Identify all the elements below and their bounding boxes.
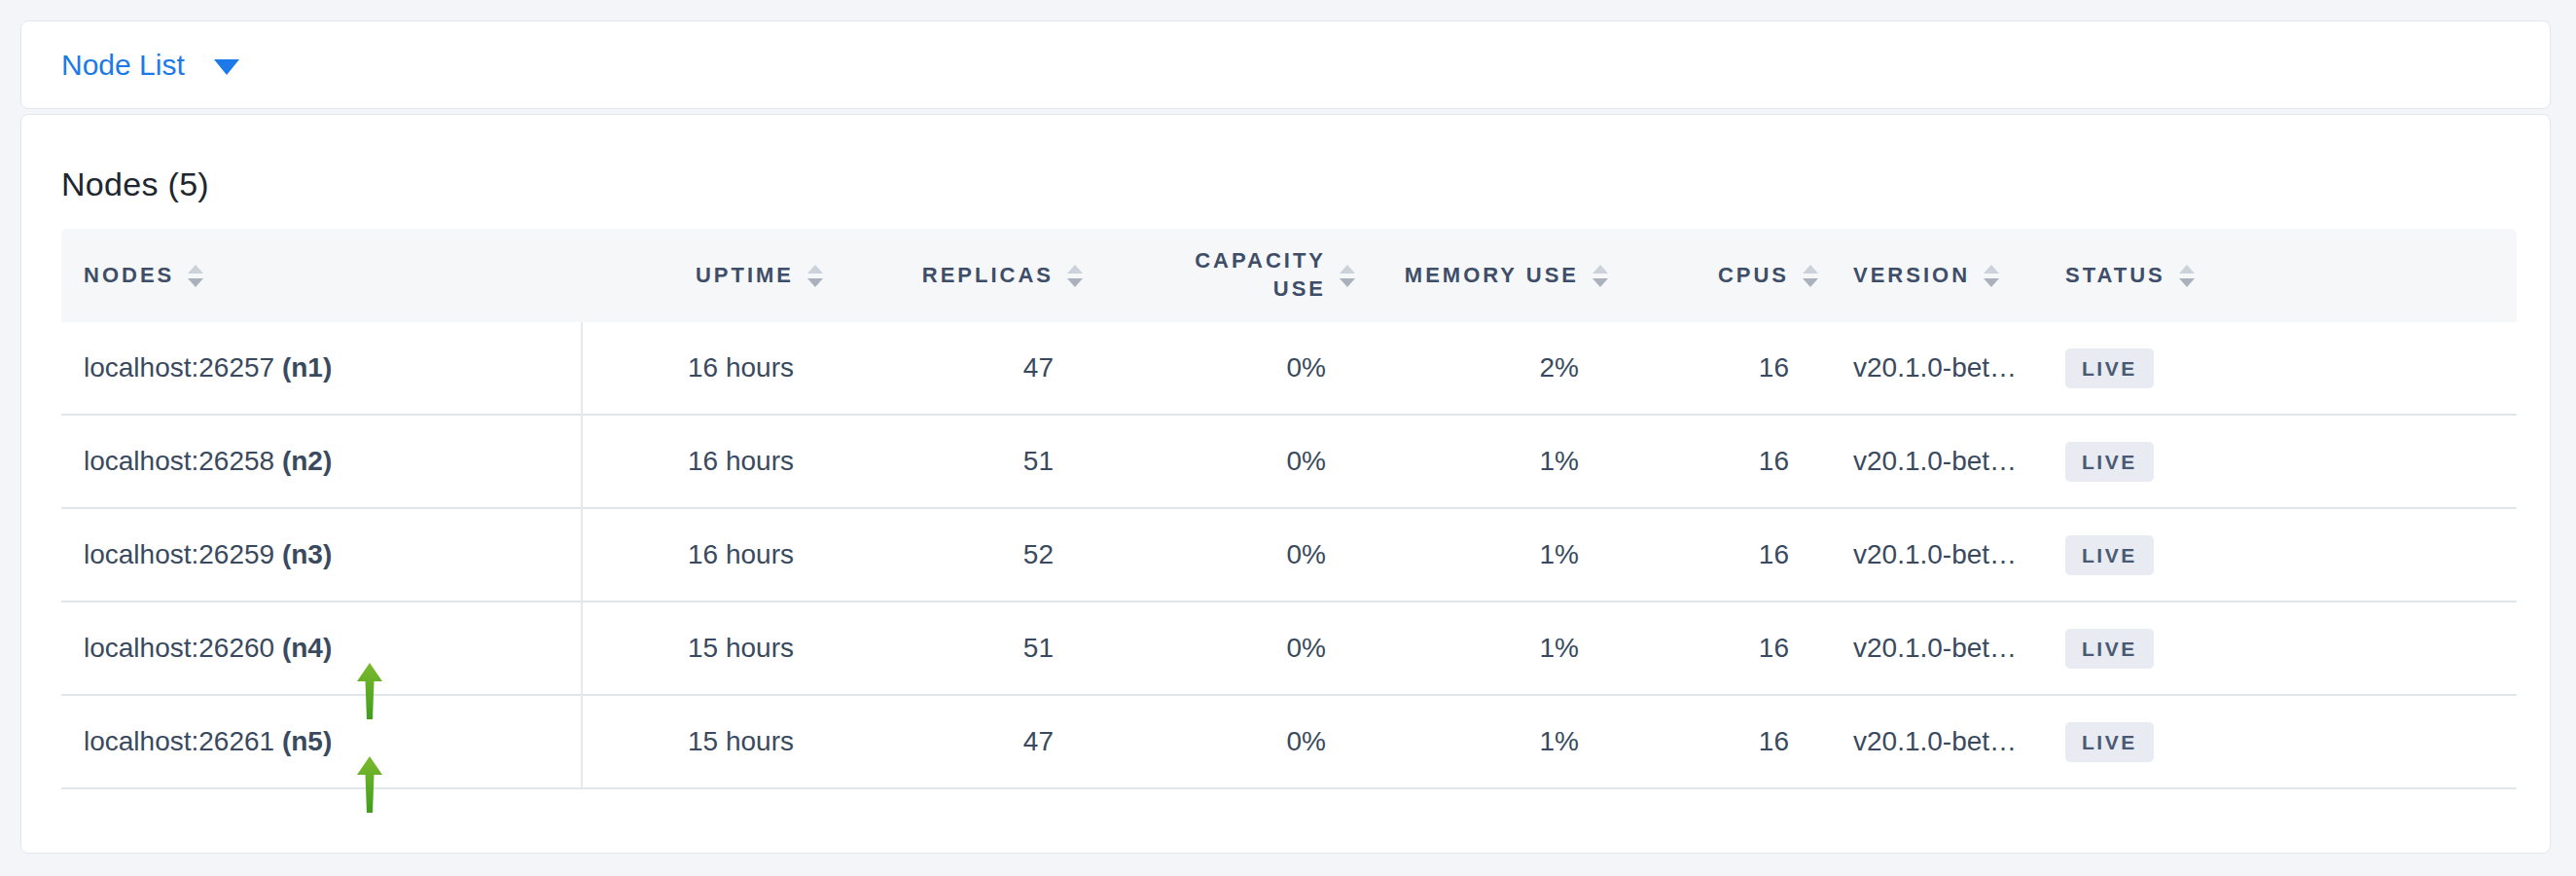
cpus-cell: 16 bbox=[1608, 696, 1818, 789]
uptime-cell: 16 hours bbox=[583, 416, 823, 509]
node-id: (n5) bbox=[282, 726, 332, 756]
status-cell: LIVE bbox=[2054, 416, 2517, 509]
status-badge: LIVE bbox=[2065, 442, 2154, 482]
table-row[interactable]: localhost:26260 (n4) 15 hours 51 bbox=[61, 602, 2517, 696]
column-header-status[interactable]: STATUS bbox=[2054, 229, 2517, 322]
memory-use-cell: 1% bbox=[1355, 416, 1608, 509]
node-id: (n1) bbox=[282, 352, 332, 383]
node-address: localhost:26258 bbox=[84, 446, 274, 476]
node-address: localhost:26261 bbox=[84, 726, 274, 756]
node-id: (n3) bbox=[282, 539, 332, 569]
column-header-version[interactable]: VERSION bbox=[1818, 229, 2054, 322]
column-header-uptime[interactable]: UPTIME bbox=[583, 229, 823, 322]
sort-arrows-icon[interactable] bbox=[1067, 265, 1083, 287]
sort-arrows-icon[interactable] bbox=[1340, 265, 1355, 287]
replicas-cell: 47 bbox=[823, 322, 1083, 416]
version-cell: v20.1.0-bet… bbox=[1818, 509, 2054, 602]
status-badge: LIVE bbox=[2065, 629, 2154, 669]
node-list-dropdown-label: Node List bbox=[61, 49, 185, 82]
memory-use-cell: 1% bbox=[1355, 602, 1608, 696]
uptime-cell: 16 hours bbox=[583, 509, 823, 602]
cpus-cell: 16 bbox=[1608, 322, 1818, 416]
replicas-cell: 51 bbox=[823, 416, 1083, 509]
sort-arrows-icon[interactable] bbox=[188, 265, 203, 287]
cpus-cell: 16 bbox=[1608, 602, 1818, 696]
replicas-cell: 47 bbox=[823, 696, 1083, 789]
node-list-dropdown[interactable]: Node List bbox=[61, 49, 239, 82]
uptime-cell: 15 hours bbox=[583, 602, 823, 696]
version-cell: v20.1.0-bet… bbox=[1818, 696, 2054, 789]
node-address: localhost:26257 bbox=[84, 352, 274, 383]
node-name-cell[interactable]: localhost:26257 (n1) bbox=[61, 322, 583, 416]
memory-use-cell: 2% bbox=[1355, 322, 1608, 416]
status-badge: LIVE bbox=[2065, 348, 2154, 388]
page-title: Nodes (5) bbox=[61, 165, 2515, 203]
page-header-bar: Node List bbox=[20, 20, 2551, 109]
capacity-use-cell: 0% bbox=[1083, 602, 1355, 696]
uptime-cell: 16 hours bbox=[583, 322, 823, 416]
column-header-replicas[interactable]: REPLICAS bbox=[823, 229, 1083, 322]
table-row[interactable]: localhost:26261 (n5) 15 hours 47 bbox=[61, 696, 2517, 789]
table-row[interactable]: localhost:26258 (n2) 16 hours 51 0% 1% 1… bbox=[61, 416, 2517, 509]
node-address: localhost:26259 bbox=[84, 539, 274, 569]
column-header-memory-use[interactable]: MEMORY USE bbox=[1355, 229, 1608, 322]
version-cell: v20.1.0-bet… bbox=[1818, 602, 2054, 696]
capacity-use-cell: 0% bbox=[1083, 416, 1355, 509]
status-badge: LIVE bbox=[2065, 535, 2154, 575]
green-arrow-up-icon bbox=[353, 756, 386, 813]
status-cell: LIVE bbox=[2054, 509, 2517, 602]
cpus-cell: 16 bbox=[1608, 509, 1818, 602]
sort-arrows-icon[interactable] bbox=[1592, 265, 1608, 287]
memory-use-cell: 1% bbox=[1355, 696, 1608, 789]
sort-arrows-icon[interactable] bbox=[1984, 265, 1999, 287]
capacity-use-cell: 0% bbox=[1083, 509, 1355, 602]
node-list-table: NODES UPTIME REPLICAS bbox=[61, 229, 2517, 789]
status-cell: LIVE bbox=[2054, 602, 2517, 696]
node-address: localhost:26260 bbox=[84, 633, 274, 663]
node-name-cell[interactable]: localhost:26260 (n4) bbox=[61, 602, 583, 696]
column-header-nodes[interactable]: NODES bbox=[61, 229, 583, 322]
version-cell: v20.1.0-bet… bbox=[1818, 416, 2054, 509]
node-id: (n2) bbox=[282, 446, 332, 476]
column-header-cpus[interactable]: CPUS bbox=[1608, 229, 1818, 322]
node-id: (n4) bbox=[282, 633, 332, 663]
table-row[interactable]: localhost:26257 (n1) 16 hours 47 0% 2% 1… bbox=[61, 322, 2517, 416]
sort-arrows-icon[interactable] bbox=[1803, 265, 1818, 287]
uptime-cell: 15 hours bbox=[583, 696, 823, 789]
capacity-use-cell: 0% bbox=[1083, 322, 1355, 416]
version-cell: v20.1.0-bet… bbox=[1818, 322, 2054, 416]
memory-use-cell: 1% bbox=[1355, 509, 1608, 602]
status-cell: LIVE bbox=[2054, 696, 2517, 789]
caret-down-icon bbox=[214, 59, 239, 75]
status-cell: LIVE bbox=[2054, 322, 2517, 416]
capacity-use-cell: 0% bbox=[1083, 696, 1355, 789]
status-badge: LIVE bbox=[2065, 722, 2154, 762]
node-name-cell[interactable]: localhost:26259 (n3) bbox=[61, 509, 583, 602]
table-header-row: NODES UPTIME REPLICAS bbox=[61, 229, 2517, 322]
sort-arrows-icon[interactable] bbox=[2179, 265, 2195, 287]
node-name-cell[interactable]: localhost:26258 (n2) bbox=[61, 416, 583, 509]
replicas-cell: 52 bbox=[823, 509, 1083, 602]
nodes-panel: Nodes (5) NODES UPTIME bbox=[20, 114, 2551, 854]
table-row[interactable]: localhost:26259 (n3) 16 hours 52 0% 1% 1… bbox=[61, 509, 2517, 602]
column-header-capacity-use[interactable]: CAPACITY USE bbox=[1083, 229, 1355, 322]
sort-arrows-icon[interactable] bbox=[807, 265, 823, 287]
cpus-cell: 16 bbox=[1608, 416, 1818, 509]
replicas-cell: 51 bbox=[823, 602, 1083, 696]
node-name-cell[interactable]: localhost:26261 (n5) bbox=[61, 696, 583, 789]
